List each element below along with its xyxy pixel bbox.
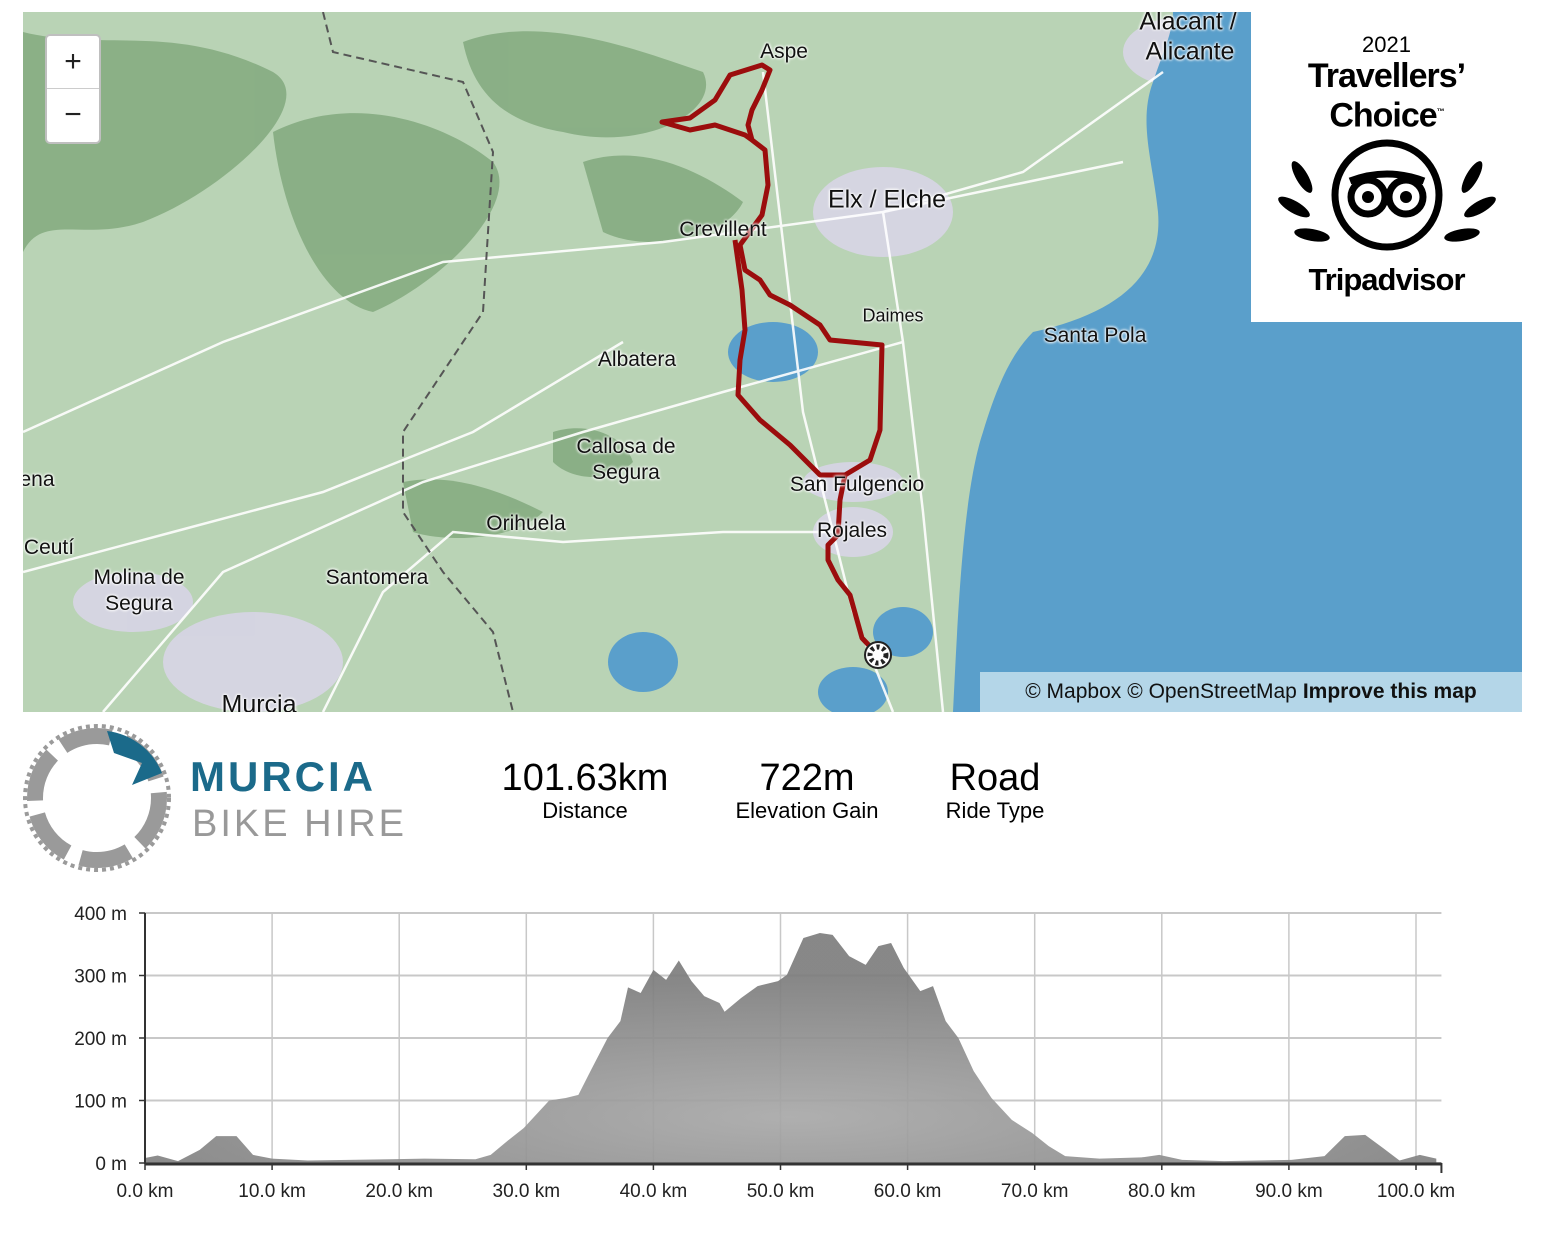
x-tick-label: 50.0 km <box>747 1181 815 1202</box>
osm-link[interactable]: © OpenStreetMap <box>1127 680 1297 703</box>
owl-laurel-icon <box>1277 139 1496 251</box>
place-label: Albatera <box>597 347 677 371</box>
stat-label: Ride Type <box>945 798 1045 823</box>
cog-icon <box>23 724 171 872</box>
x-tick-label: 70.0 km <box>1001 1181 1069 1202</box>
x-tick-label: 40.0 km <box>620 1181 688 1202</box>
finish-marker-icon[interactable] <box>864 641 892 669</box>
place-label: Molina de <box>93 565 185 589</box>
stat-distance: 101.63km Distance <box>502 758 669 824</box>
x-tick-label: 10.0 km <box>238 1181 306 1202</box>
elevation-chart[interactable]: 0 m 100 m 200 m 300 m 400 m 0.0 km 10.0 km 20.0… <box>0 880 1549 1220</box>
zoom-controls: + − <box>45 34 101 144</box>
place-label: Ceutí <box>23 535 75 559</box>
place-label: Segura <box>592 460 660 484</box>
x-tick-label: 0.0 km <box>116 1181 173 1202</box>
y-tick-label: 400 m <box>74 904 127 925</box>
route-line[interactable] <box>659 62 885 657</box>
place-label: Murcia <box>221 690 297 712</box>
trademark: ™ <box>1436 107 1445 116</box>
mapbox-link[interactable]: © Mapbox <box>1025 680 1122 703</box>
y-tick-label: 0 m <box>95 1154 127 1175</box>
place-label: Aspe <box>760 39 808 63</box>
place-label: Elx / Elche <box>827 185 947 214</box>
x-tick-label: 20.0 km <box>365 1181 433 1202</box>
place-label: San Fulgencio <box>789 472 925 496</box>
murcia-bike-hire-logo: MURCIA BIKE HIRE <box>22 723 452 873</box>
stat-value: 722m <box>759 757 855 799</box>
place-label: Crevillent <box>679 217 767 241</box>
badge-year: 2021 <box>1362 32 1411 57</box>
badge-title-line2: Choice <box>1329 96 1437 135</box>
roads <box>23 70 1164 712</box>
place-label: Santomera <box>325 565 429 589</box>
stat-elevation-gain: 722m Elevation Gain <box>735 758 878 824</box>
improve-map-link[interactable]: Improve this map <box>1302 680 1477 703</box>
zoom-in-button[interactable]: + <box>64 45 82 78</box>
place-label: ena <box>23 467 55 491</box>
stat-label: Elevation Gain <box>735 798 879 823</box>
place-label: Segura <box>105 591 173 615</box>
y-tick-label: 200 m <box>74 1029 127 1050</box>
badge-title-line1: Travellers’ <box>1307 57 1466 95</box>
logo-text-primary: MURCIA <box>190 753 376 800</box>
y-tick-label: 300 m <box>74 967 127 988</box>
place-label: Orihuela <box>486 511 566 535</box>
terrain <box>23 31 743 538</box>
map-attribution: © Mapbox © OpenStreetMap Improve this ma… <box>980 672 1522 712</box>
region-border <box>322 12 514 712</box>
stat-label: Distance <box>542 798 628 823</box>
elevation-area[interactable] <box>145 933 1437 1163</box>
place-label: Alicante <box>1145 37 1235 66</box>
logo-text-secondary: BIKE HIRE <box>192 803 407 845</box>
badge-brand: Tripadvisor <box>1308 262 1465 297</box>
x-tick-label: 60.0 km <box>874 1181 942 1202</box>
place-label: Alacant / <box>1139 12 1237 36</box>
tripadvisor-badge: 2021 Travellers’ Choice™ Tripadvisor <box>1251 12 1522 322</box>
x-tick-label: 80.0 km <box>1128 1181 1196 1202</box>
x-tick-label: 30.0 km <box>493 1181 561 1202</box>
x-tick-label: 90.0 km <box>1255 1181 1323 1202</box>
zoom-out-button[interactable]: − <box>47 88 99 141</box>
y-tick-label: 100 m <box>74 1092 127 1113</box>
place-label: Rojales <box>816 518 888 542</box>
x-tick-label: 100.0 km <box>1377 1181 1455 1202</box>
place-label: Santa Pola <box>1043 323 1147 347</box>
place-label: Callosa de <box>576 434 676 458</box>
place-label: Daimes <box>862 305 924 326</box>
stat-value: Road <box>949 757 1041 799</box>
stat-ride-type: Road Ride Type <box>946 758 1045 824</box>
stat-value: 101.63km <box>501 757 669 799</box>
